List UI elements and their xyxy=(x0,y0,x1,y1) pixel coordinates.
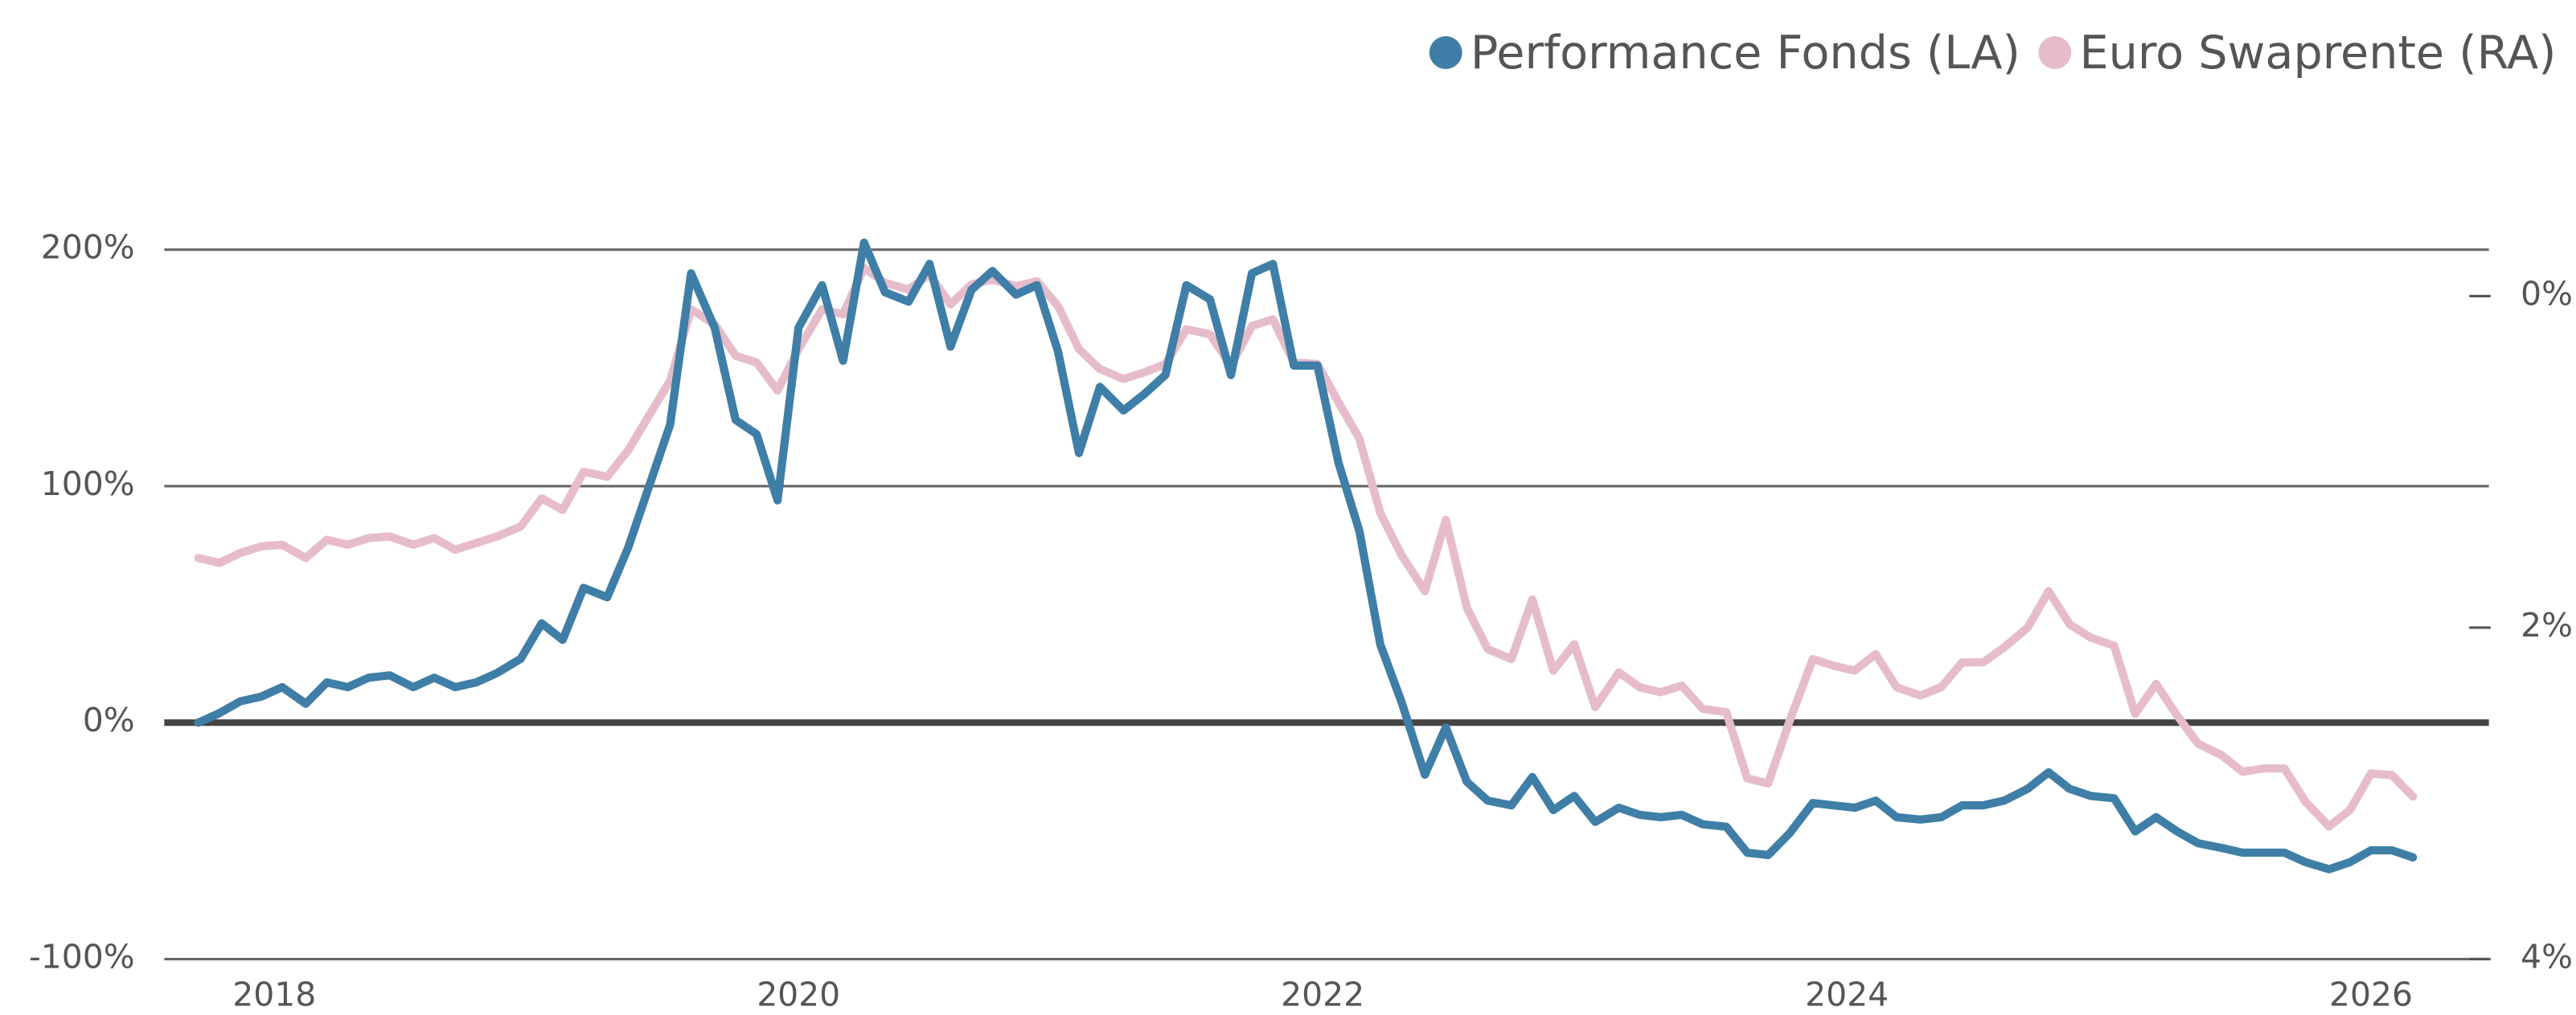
x-tick-label: 2018 xyxy=(232,975,316,1013)
y-tick-label: 0% xyxy=(83,701,135,739)
legend-label: Performance Fonds (LA) xyxy=(1471,27,2020,80)
x-tick-label: 2020 xyxy=(757,975,840,1013)
y-tick-label: -100% xyxy=(29,937,135,976)
y-tick-label: 200% xyxy=(41,228,135,267)
legend-label: Euro Swaprente (RA) xyxy=(2079,27,2556,80)
legend-swatch xyxy=(1429,36,1462,69)
y2-tick-label: 4% xyxy=(2521,937,2573,976)
y-tick-label: 100% xyxy=(41,465,135,503)
x-tick-label: 2022 xyxy=(1281,975,1364,1013)
y2-tick-label: 2% xyxy=(2521,606,2573,645)
series-line xyxy=(194,264,2418,831)
legend-swatch xyxy=(2038,36,2072,69)
x-tick-label: 2024 xyxy=(1805,975,1889,1013)
x-tick-label: 2026 xyxy=(2329,975,2413,1013)
series-line xyxy=(194,238,2418,874)
y2-tick-label: 0% xyxy=(2521,274,2573,313)
